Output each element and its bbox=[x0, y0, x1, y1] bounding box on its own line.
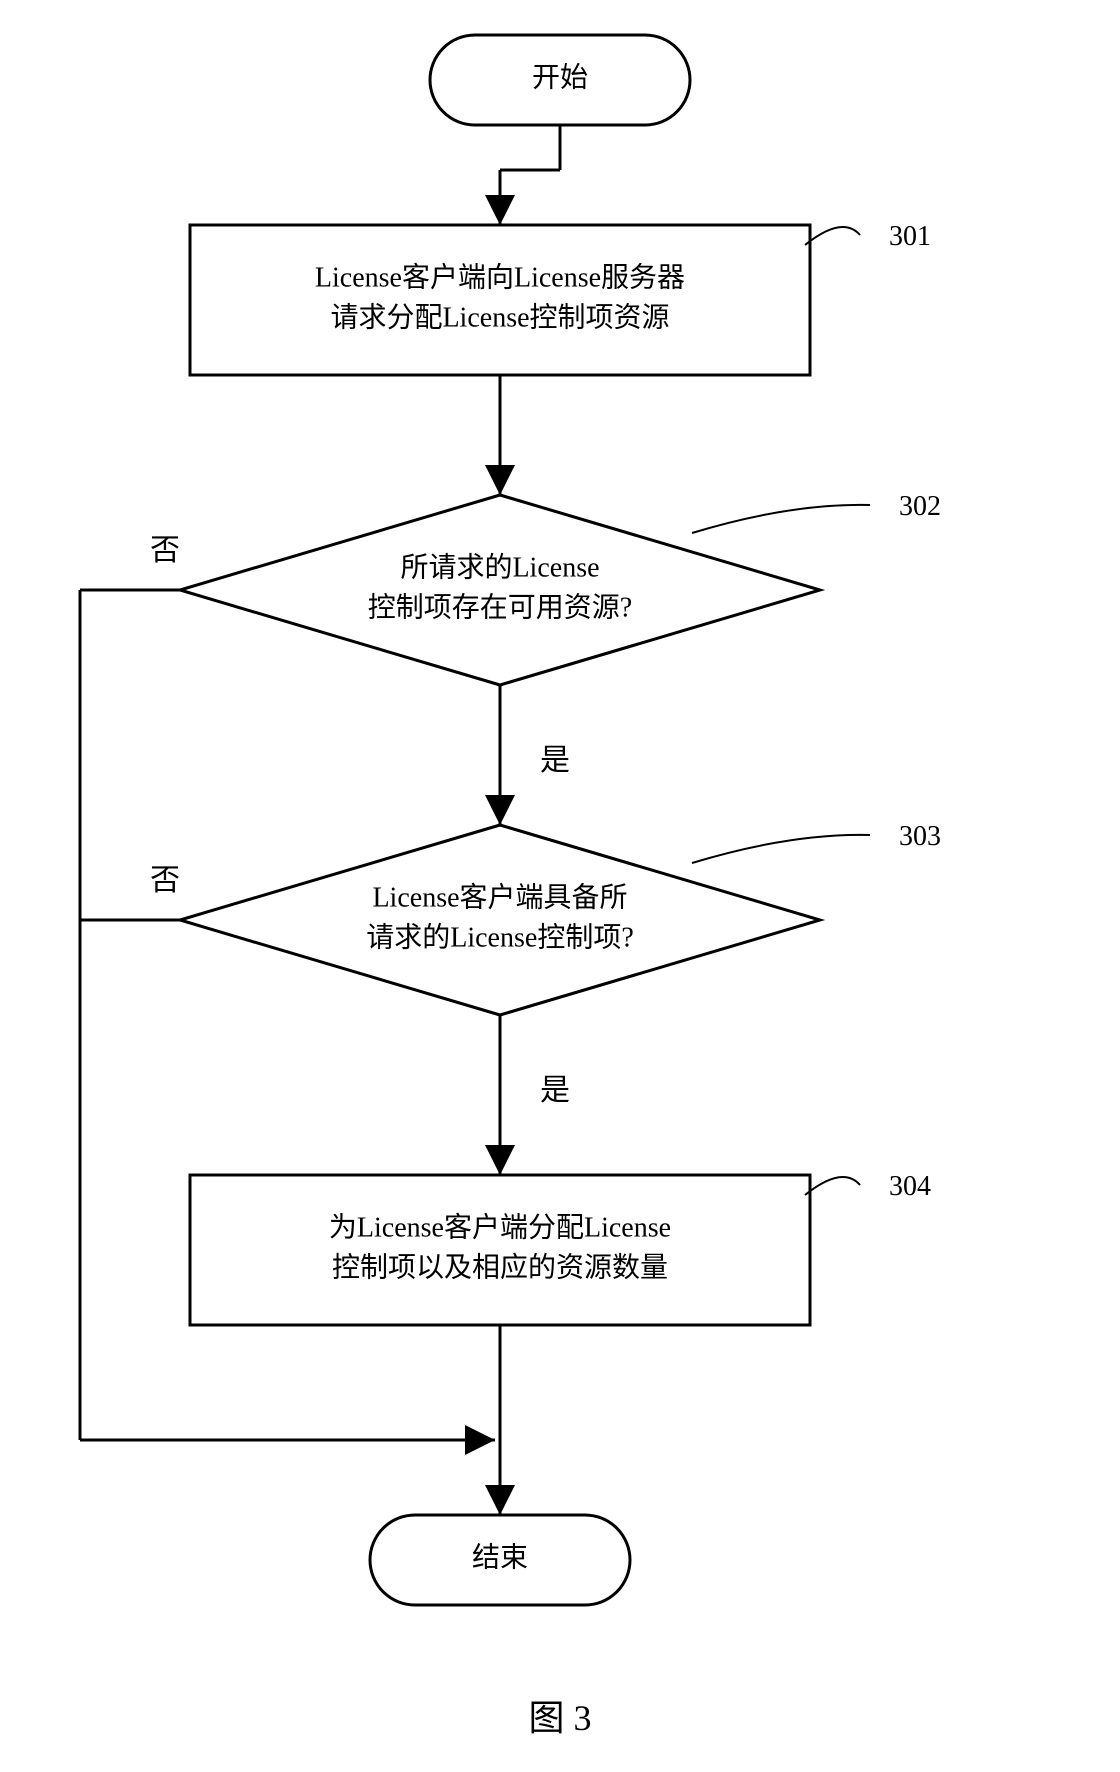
process-node bbox=[190, 1175, 810, 1325]
node-text: 开始 bbox=[532, 61, 588, 93]
step-label: 304 bbox=[889, 1171, 931, 1202]
edge-label-no: 否 bbox=[150, 864, 180, 897]
flowchart-diagram: 开始 License客户端向License服务器请求分配License控制项资源 3… bbox=[0, 0, 1120, 1772]
node-text: 控制项存在可用资源? bbox=[368, 591, 632, 623]
label-leader bbox=[692, 505, 870, 533]
node-text: 结束 bbox=[472, 1541, 528, 1573]
node-text: 所请求的License bbox=[400, 551, 599, 583]
figure-caption: 图 3 bbox=[528, 1698, 591, 1738]
label-leader bbox=[692, 835, 870, 863]
node-text: 请求的License控制项? bbox=[366, 921, 634, 953]
label-leader bbox=[805, 1177, 860, 1195]
process-node bbox=[190, 225, 810, 375]
node-text: 为License客户端分配License bbox=[329, 1211, 671, 1243]
node-text: 请求分配License控制项资源 bbox=[330, 301, 669, 333]
step-label: 303 bbox=[899, 821, 941, 852]
label-leader bbox=[805, 227, 860, 245]
node-text: License客户端具备所 bbox=[372, 881, 627, 913]
node-text: 控制项以及相应的资源数量 bbox=[332, 1251, 668, 1283]
step-label: 302 bbox=[899, 491, 941, 522]
edge-label-yes: 是 bbox=[540, 744, 570, 777]
step-label: 301 bbox=[889, 221, 931, 252]
node-text: License客户端向License服务器 bbox=[315, 261, 685, 293]
edge-label-no: 否 bbox=[150, 534, 180, 567]
edge-label-yes: 是 bbox=[540, 1074, 570, 1107]
